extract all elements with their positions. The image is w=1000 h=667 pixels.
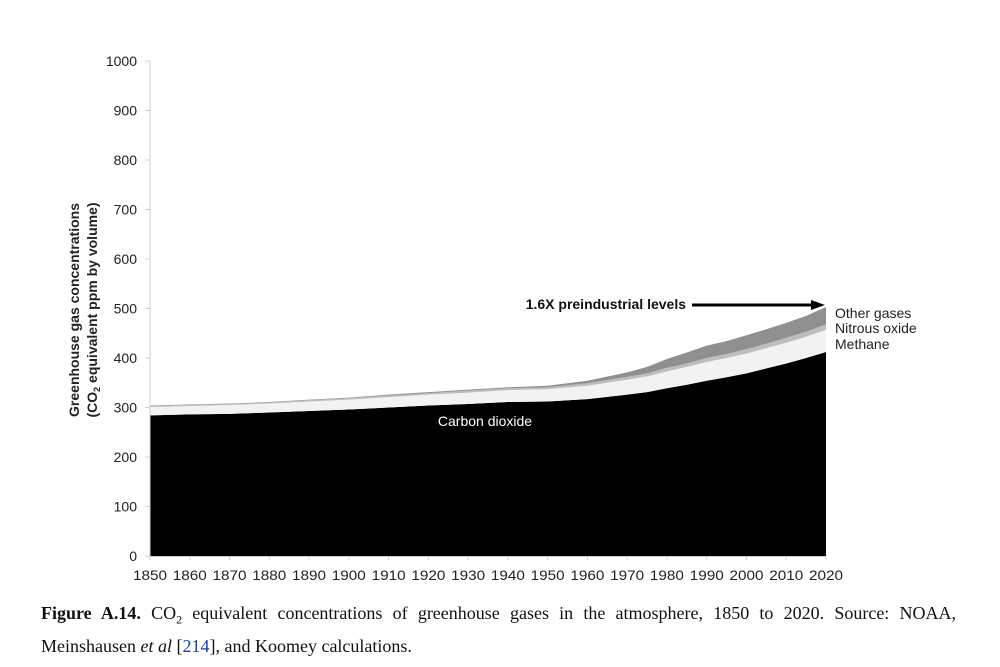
- caption-text-mid: equivalent concentrations of greenhouse …: [41, 603, 957, 656]
- y-tick-label: 100: [114, 499, 138, 515]
- x-tick-label: 1920: [411, 567, 445, 583]
- y-tick-label: 300: [114, 400, 138, 416]
- y-tick-label: 600: [114, 251, 138, 267]
- caption-bracket: [: [171, 635, 183, 656]
- caption-italic: et al: [140, 635, 172, 656]
- area-carbon-dioxide: [150, 352, 826, 556]
- y-tick-label: 900: [114, 103, 138, 119]
- x-tick-label: 1990: [690, 567, 724, 583]
- citation-link[interactable]: 214: [182, 635, 210, 656]
- legend-other-gases: Other gases: [835, 305, 911, 321]
- area-nitrous-oxide: [150, 324, 826, 408]
- x-tick-label: 1860: [173, 567, 207, 583]
- chart-areas: [150, 307, 826, 556]
- y-tick-label: 1000: [106, 53, 137, 69]
- x-tick-label: 1950: [531, 567, 565, 583]
- caption-subscript: 2: [176, 612, 183, 627]
- y-axis-label: Greenhouse gas concentrations: [66, 203, 82, 417]
- stacked-area-chart: 0 100 200 300 400 500 600 700 800 900 1000 1850 186…: [66, 53, 917, 583]
- caption-text-end: ], and Koomey calculations.: [209, 635, 412, 656]
- x-tick-label: 2000: [729, 567, 763, 583]
- y-tick-label: 400: [114, 350, 138, 366]
- y-tick-label: 500: [114, 301, 138, 317]
- y-axis-label-line2: (CO2 equivalent ppm by volume): [84, 202, 102, 417]
- x-tick-label: 1980: [650, 567, 684, 583]
- area-other-gases: [150, 307, 826, 407]
- x-tick-label: 1880: [252, 567, 286, 583]
- figure-label: Figure A.14.: [41, 603, 141, 623]
- x-tick-label: 1900: [332, 567, 366, 583]
- figure-caption: Figure A.14. CO2 equivalent concentratio…: [41, 600, 956, 659]
- legend-nitrous-oxide: Nitrous oxide: [835, 320, 917, 336]
- preindustrial-annotation: 1.6X preindustrial levels: [526, 296, 687, 312]
- x-tick-label: 1960: [570, 567, 604, 583]
- y-axis-ticks: 0 100 200 300 400 500 600 700 800 900 1000: [106, 53, 150, 564]
- x-tick-label: 1890: [292, 567, 326, 583]
- y-tick-label: 0: [129, 548, 137, 564]
- area-methane: [150, 329, 826, 416]
- x-tick-label: 1930: [451, 567, 485, 583]
- x-tick-label: 1870: [213, 567, 247, 583]
- y-tick-label: 200: [114, 449, 138, 465]
- y-tick-label: 800: [114, 152, 138, 168]
- x-axis-ticks: 1850 1860 1870 1880 1890 1900 1910 1920 1930 1940…: [133, 556, 843, 583]
- x-tick-label: 1940: [491, 567, 525, 583]
- caption-text: CO: [140, 603, 177, 623]
- carbon-dioxide-label: Carbon dioxide: [438, 413, 532, 429]
- x-tick-label: 1970: [610, 567, 644, 583]
- arrow-icon: [692, 300, 825, 310]
- y-tick-label: 700: [114, 202, 138, 218]
- legend-methane: Methane: [835, 336, 890, 352]
- x-tick-label: 1910: [372, 567, 406, 583]
- x-tick-label: 2010: [769, 567, 803, 583]
- x-tick-label: 1850: [133, 567, 167, 583]
- x-tick-label: 2020: [809, 567, 843, 583]
